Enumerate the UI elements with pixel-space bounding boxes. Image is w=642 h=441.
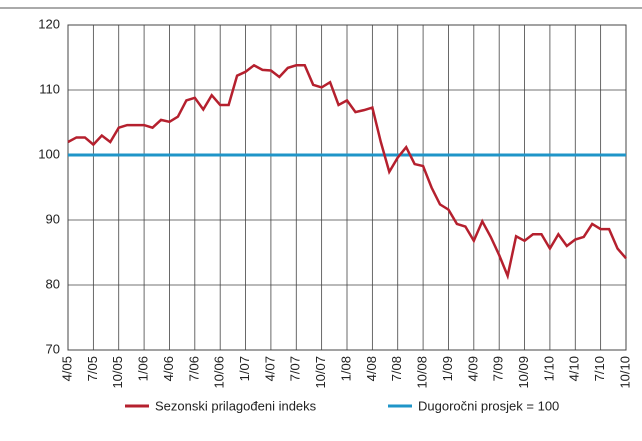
x-tick-label: 10/09 xyxy=(516,356,531,389)
legend-label: Sezonski prilagođeni indeks xyxy=(155,398,317,413)
x-tick-label: 1/08 xyxy=(338,356,353,381)
y-tick-label: 70 xyxy=(46,341,60,356)
x-tick-label: 10/07 xyxy=(313,356,328,389)
y-tick-label: 110 xyxy=(39,81,60,96)
x-tick-label: 10/06 xyxy=(212,356,227,389)
x-tick-label: 1/10 xyxy=(541,356,556,381)
x-tick-label: 7/06 xyxy=(186,356,201,381)
y-tick-label: 90 xyxy=(46,211,60,226)
x-tick-label: 4/06 xyxy=(161,356,176,381)
y-tick-label: 120 xyxy=(38,16,60,31)
y-tick-label: 80 xyxy=(46,276,60,291)
x-tick-label: 10/05 xyxy=(110,356,125,389)
x-tick-label: 4/09 xyxy=(465,356,480,381)
x-tick-label: 7/09 xyxy=(491,356,506,381)
x-tick-label: 1/09 xyxy=(440,356,455,381)
x-tick-label: 7/08 xyxy=(389,356,404,381)
x-tick-label: 7/05 xyxy=(85,356,100,381)
x-tick-label: 4/08 xyxy=(364,356,379,381)
x-tick-label: 4/05 xyxy=(59,356,74,381)
x-tick-label: 4/10 xyxy=(567,356,582,381)
y-tick-label: 100 xyxy=(38,146,60,161)
plot-frame xyxy=(67,24,627,351)
x-tick-label: 7/10 xyxy=(592,356,607,381)
x-tick-label: 10/10 xyxy=(617,356,632,389)
legend-label: Dugoročni prosjek = 100 xyxy=(418,398,559,413)
x-tick-label: 1/07 xyxy=(237,356,252,381)
x-tick-label: 4/07 xyxy=(262,356,277,381)
x-tick-label: 10/08 xyxy=(415,356,430,389)
series-line xyxy=(67,63,627,281)
x-tick-label: 1/06 xyxy=(136,356,151,381)
x-tick-label: 7/07 xyxy=(288,356,303,381)
